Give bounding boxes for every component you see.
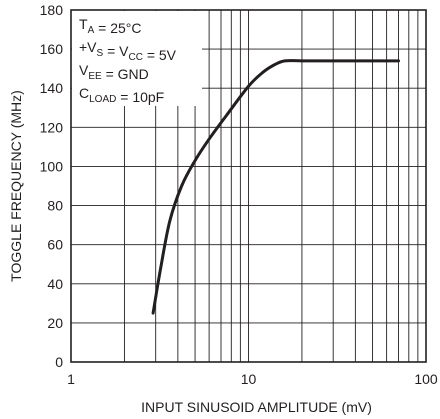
annotation-line: +VS = VCC = 5V xyxy=(79,39,177,63)
plot-frame xyxy=(70,9,427,363)
x-tick-label: 100 xyxy=(414,371,438,387)
x-axis-label: INPUT SINUSOID AMPLITUDE (mV) xyxy=(141,399,372,415)
y-tick-label: 40 xyxy=(47,276,63,292)
annotation-line: VEE = GND xyxy=(79,62,149,82)
y-tick-label: 160 xyxy=(40,41,64,57)
annotation-line: TA = 25°C xyxy=(79,16,141,36)
y-tick-label: 100 xyxy=(40,158,64,174)
y-tick-label: 180 xyxy=(40,2,64,18)
y-tick-label: 140 xyxy=(40,80,64,96)
series-layer xyxy=(151,59,400,315)
x-tick-labels: 1 10 100 xyxy=(67,371,438,387)
y-tick-label: 60 xyxy=(47,237,63,253)
y-tick-label: 80 xyxy=(47,198,63,214)
series-line xyxy=(151,59,400,315)
y-tick-labels: 0 20 40 60 80 100 120 140 160 180 xyxy=(40,2,64,370)
y-tick-label: 0 xyxy=(55,354,63,370)
annotation-box xyxy=(72,11,202,106)
y-axis-label: TOGGLE FREQUENCY (MHz) xyxy=(8,90,24,282)
x-tick-label: 1 xyxy=(67,371,75,387)
y-tick-label: 120 xyxy=(40,119,64,135)
y-tick-label: 20 xyxy=(47,315,63,331)
x-tick-label: 10 xyxy=(241,371,257,387)
annotation-line: CLOAD = 10pF xyxy=(79,85,164,105)
